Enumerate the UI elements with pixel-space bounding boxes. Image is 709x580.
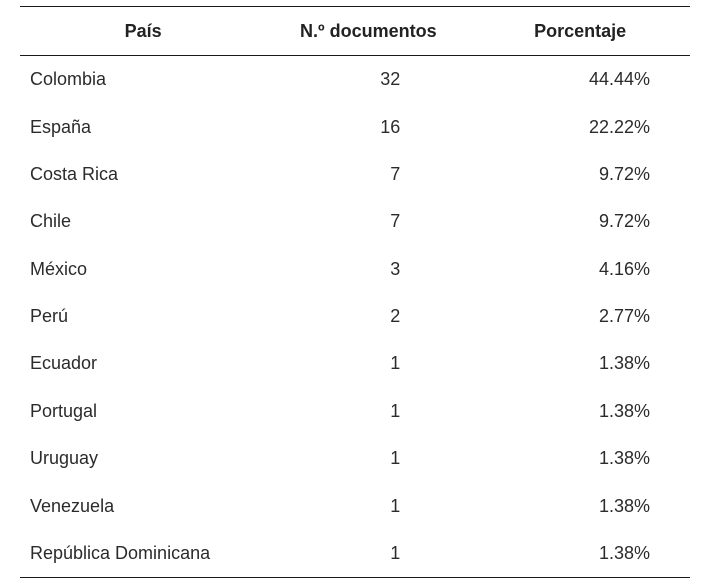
- cell-pais: Chile: [20, 198, 266, 245]
- cell-pais: Uruguay: [20, 435, 266, 482]
- table-body: Colombia 32 44.44% España 16 22.22% Cost…: [20, 56, 690, 578]
- cell-pais: República Dominicana: [20, 530, 266, 578]
- cell-pais: México: [20, 246, 266, 293]
- cell-pct: 4.16%: [470, 246, 690, 293]
- col-header-porcentaje: Porcentaje: [470, 7, 690, 56]
- table-row: Portugal 1 1.38%: [20, 388, 690, 435]
- cell-docs: 1: [266, 482, 470, 529]
- cell-pct: 1.38%: [470, 435, 690, 482]
- table-row: Chile 7 9.72%: [20, 198, 690, 245]
- cell-pais: Costa Rica: [20, 151, 266, 198]
- col-header-pais: País: [20, 7, 266, 56]
- cell-pais: España: [20, 103, 266, 150]
- cell-pct: 1.38%: [470, 388, 690, 435]
- cell-pct: 1.38%: [470, 482, 690, 529]
- table-row: México 3 4.16%: [20, 246, 690, 293]
- table-row: Colombia 32 44.44%: [20, 56, 690, 104]
- cell-pais: Venezuela: [20, 482, 266, 529]
- cell-docs: 1: [266, 435, 470, 482]
- cell-pct: 1.38%: [470, 530, 690, 578]
- cell-pais: Ecuador: [20, 340, 266, 387]
- table-row: Venezuela 1 1.38%: [20, 482, 690, 529]
- cell-pct: 22.22%: [470, 103, 690, 150]
- table-row: España 16 22.22%: [20, 103, 690, 150]
- table-row: Perú 2 2.77%: [20, 293, 690, 340]
- table-row: Costa Rica 7 9.72%: [20, 151, 690, 198]
- cell-docs: 3: [266, 246, 470, 293]
- cell-docs: 7: [266, 198, 470, 245]
- cell-pct: 1.38%: [470, 340, 690, 387]
- cell-pais: Portugal: [20, 388, 266, 435]
- cell-docs: 16: [266, 103, 470, 150]
- table-header-row: País N.º documentos Porcentaje: [20, 7, 690, 56]
- cell-pct: 44.44%: [470, 56, 690, 104]
- cell-docs: 1: [266, 340, 470, 387]
- cell-pct: 2.77%: [470, 293, 690, 340]
- table-row: República Dominicana 1 1.38%: [20, 530, 690, 578]
- country-documents-table: País N.º documentos Porcentaje Colombia …: [20, 6, 690, 578]
- cell-pct: 9.72%: [470, 151, 690, 198]
- table-row: Ecuador 1 1.38%: [20, 340, 690, 387]
- cell-docs: 2: [266, 293, 470, 340]
- cell-docs: 7: [266, 151, 470, 198]
- cell-pct: 9.72%: [470, 198, 690, 245]
- cell-docs: 32: [266, 56, 470, 104]
- cell-pais: Colombia: [20, 56, 266, 104]
- cell-docs: 1: [266, 530, 470, 578]
- cell-docs: 1: [266, 388, 470, 435]
- table-row: Uruguay 1 1.38%: [20, 435, 690, 482]
- col-header-documentos: N.º documentos: [266, 7, 470, 56]
- cell-pais: Perú: [20, 293, 266, 340]
